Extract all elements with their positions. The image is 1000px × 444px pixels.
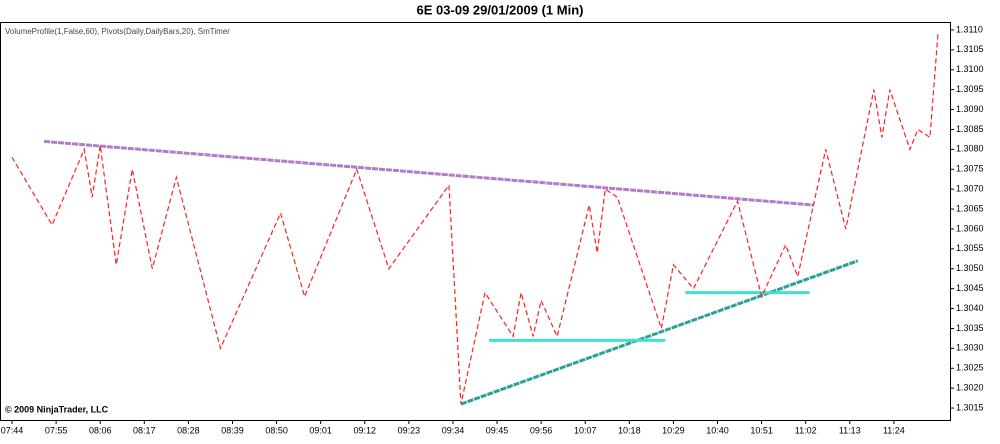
y-tick-label: 1.3060 [956,223,984,233]
x-tick-label: 08:39 [221,425,244,435]
x-tick-label: 08:28 [177,425,200,435]
x-tick-label: 11:02 [795,425,817,435]
x-tick-label: 09:23 [398,425,421,435]
x-tick-label: 07:55 [45,425,68,435]
price-line [11,33,939,405]
x-tick-label: 10:51 [750,425,773,435]
y-tick-label: 1.3070 [956,184,984,194]
x-tick-label: 09:01 [309,425,332,435]
x-tick-label: 09:45 [486,425,509,435]
y-tick-label: 1.3080 [956,144,984,154]
x-tick-label: 10:07 [574,425,597,435]
y-tick-label: 1.3065 [956,203,984,213]
y-tick-label: 1.3075 [956,164,984,174]
copyright: © 2009 NinjaTrader, LLC [5,404,109,414]
y-tick-label: 1.3085 [956,124,984,134]
y-tick-label: 1.3100 [956,64,984,74]
chart-title: 6E 03-09 29/01/2009 (1 Min) [417,2,584,17]
y-tick-label: 1.3025 [956,363,984,373]
y-tick-label: 1.3055 [956,243,984,253]
x-tick-label: 09:12 [354,425,377,435]
x-tick-label: 10:18 [618,425,641,435]
x-tick-label: 09:56 [530,425,553,435]
x-tick-label: 10:40 [706,425,729,435]
y-tick-label: 1.3040 [956,303,984,313]
trendline [43,139,814,207]
x-tick-label: 09:34 [442,425,465,435]
x-tick-label: 07:44 [1,425,24,435]
trendline [460,259,859,406]
x-tick-label: 11:24 [883,425,905,435]
y-tick-label: 1.3090 [956,104,984,114]
x-tick-label: 08:17 [133,425,156,435]
y-tick-label: 1.3050 [956,263,984,273]
x-tick-label: 08:50 [265,425,288,435]
y-tick-label: 1.3095 [956,84,984,94]
x-tick-label: 11:13 [839,425,861,435]
y-tick-label: 1.3105 [956,44,984,54]
y-tick-label: 1.3030 [956,343,984,353]
y-tick-label: 1.3015 [956,402,984,412]
y-tick-label: 1.3035 [956,323,984,333]
plot-frame [0,22,951,421]
indicator-list: VolumeProfile(1,False,60), Pivots(Daily,… [5,27,230,36]
y-tick-label: 1.3045 [956,283,984,293]
y-tick-label: 1.3110 [956,24,983,34]
x-tick-label: 08:06 [89,425,112,435]
x-tick-label: 10:29 [662,425,685,435]
y-tick-label: 1.3020 [956,383,984,393]
